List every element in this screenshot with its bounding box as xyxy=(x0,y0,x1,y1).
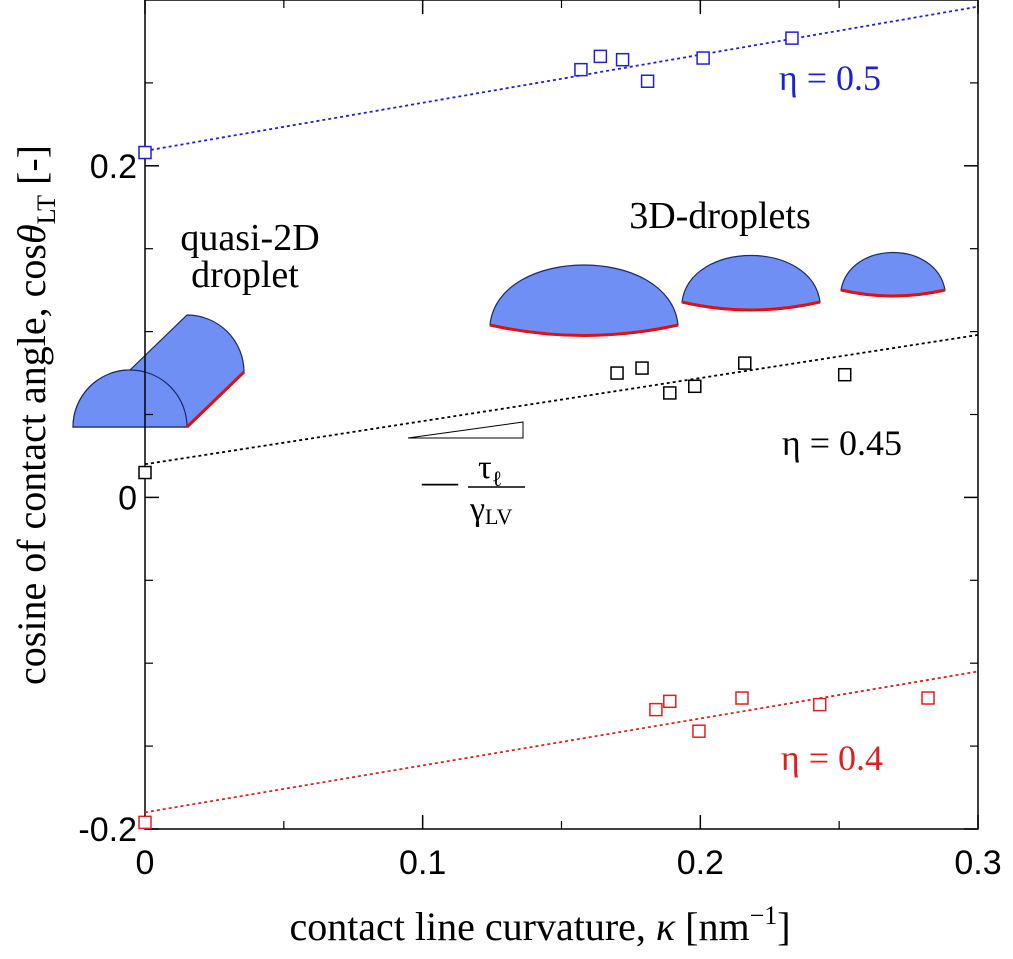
cylinder-front xyxy=(72,369,188,428)
droplet-small xyxy=(840,251,946,297)
fit-line xyxy=(144,334,979,466)
label-unit: [nm xyxy=(675,904,749,949)
droplet-medium xyxy=(681,254,821,311)
series-label: η = 0.5 xyxy=(779,58,881,98)
annotation: quasi-2D xyxy=(180,217,319,259)
slope-sign: — xyxy=(421,461,459,501)
data-point xyxy=(593,49,608,64)
data-point xyxy=(812,697,827,712)
contact-line xyxy=(681,300,821,312)
data-point xyxy=(574,62,588,77)
label-text: cosine of contact angle, cos xyxy=(9,244,54,685)
series-label: η = 0.45 xyxy=(782,423,902,463)
slope-indicator: — τℓ γLV xyxy=(407,421,525,529)
3d-droplets-drawing xyxy=(489,251,946,337)
contact-line xyxy=(185,370,246,429)
data-point xyxy=(138,465,152,480)
contact-line xyxy=(840,288,946,298)
symbol: τ xyxy=(478,449,492,486)
data-point xyxy=(138,815,152,830)
slope-triangle xyxy=(407,421,524,439)
label-exponent: −1 xyxy=(750,901,778,930)
data-point xyxy=(615,52,630,67)
annotation: 3D-droplets xyxy=(629,195,811,237)
plot-frame xyxy=(144,0,979,830)
label-symbol: κ xyxy=(656,904,676,949)
data-point xyxy=(735,691,749,705)
label-symbol: θ xyxy=(9,224,54,244)
label-unit: [-] xyxy=(9,145,54,195)
data-point xyxy=(138,145,152,160)
fit-line xyxy=(144,5,979,152)
x-tick-label: 0.1 xyxy=(399,844,446,882)
label-close: ] xyxy=(777,904,790,949)
series-label: η = 0.4 xyxy=(781,738,883,778)
fit-line xyxy=(144,670,979,814)
data-point xyxy=(738,356,752,370)
slope-numerator: τℓ xyxy=(478,449,502,491)
subscript: ℓ xyxy=(492,466,503,491)
y-axis-label: cosine of contact angle, cosθLT [-] xyxy=(9,145,61,685)
data-point xyxy=(696,51,710,65)
y-tick-label: -0.2 xyxy=(78,811,137,849)
data-point xyxy=(837,367,852,382)
data-point xyxy=(610,366,624,380)
data-point xyxy=(921,691,935,705)
x-tick-label: 0.2 xyxy=(677,844,724,882)
data-point xyxy=(635,361,649,375)
data-point xyxy=(688,379,702,394)
contact-line xyxy=(489,323,679,337)
data-point xyxy=(692,724,706,738)
symbol: γ xyxy=(469,491,485,528)
droplet-large xyxy=(489,264,679,337)
label-subscript: LT xyxy=(32,195,61,224)
y-tick-label: 0 xyxy=(118,479,137,517)
x-tick-label: 0 xyxy=(136,844,155,882)
data-point xyxy=(640,74,655,88)
data-point xyxy=(649,702,663,717)
quasi-2d-droplet-drawing xyxy=(72,314,246,429)
data-point xyxy=(785,31,799,45)
slope-denominator: γLV xyxy=(469,491,512,529)
data-point xyxy=(663,694,677,709)
y-tick-label: 0.2 xyxy=(90,148,137,186)
x-tick-label: 0.3 xyxy=(954,844,1001,882)
subscript: LV xyxy=(485,504,512,529)
annotation: droplet xyxy=(191,254,299,296)
label-text: contact line curvature, xyxy=(289,904,655,949)
x-axis-label: contact line curvature, κ [nm−1] xyxy=(289,901,790,949)
data-point xyxy=(663,386,677,400)
